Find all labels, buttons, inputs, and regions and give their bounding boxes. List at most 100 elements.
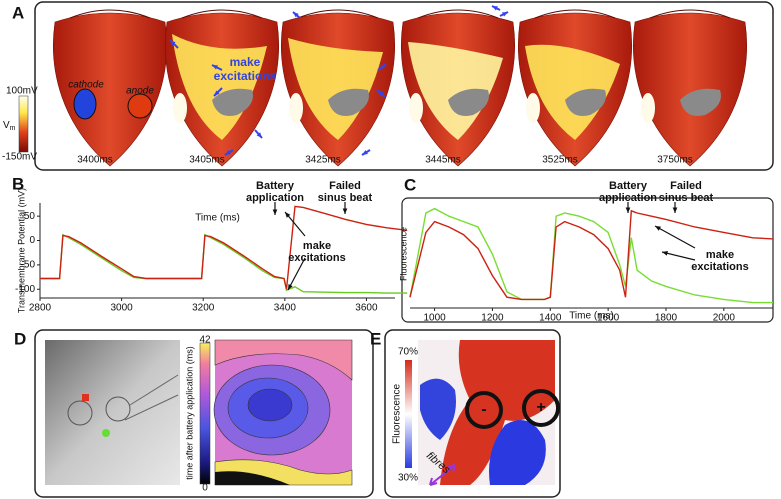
- excited-region: [172, 34, 267, 140]
- annotation-line: application: [599, 192, 657, 204]
- excited-region: [408, 42, 503, 140]
- hearts: [53, 9, 747, 167]
- cathode-label: cathode: [68, 80, 104, 91]
- fibre-arrow: [429, 464, 456, 486]
- contour: [215, 471, 290, 485]
- annotation: Battery application: [246, 180, 304, 204]
- hot-spot: [526, 93, 540, 123]
- photo: [45, 340, 180, 485]
- annotation-line: make: [230, 55, 261, 69]
- colorbar-min: -150mV: [2, 152, 37, 163]
- vm-colorbar: [18, 95, 29, 153]
- time-label: 3750ms: [657, 155, 693, 166]
- electrode-ring: [465, 391, 503, 429]
- cathode-sign: -: [481, 401, 486, 418]
- hot-spot: [289, 93, 303, 123]
- heart-rim: [297, 9, 379, 19]
- colorbar-max: 70%: [398, 347, 418, 358]
- series-line: [409, 209, 774, 301]
- arrow: [661, 251, 696, 261]
- y-tick-label: 0: [29, 235, 35, 246]
- wire: [124, 374, 179, 421]
- x-tick-label: 1200: [481, 313, 504, 324]
- panel-label: D: [14, 329, 26, 348]
- colorbar-label-main: V: [3, 120, 10, 131]
- electrode-outline: [67, 400, 93, 426]
- series-line: [40, 233, 408, 294]
- y-axis-label: Transmembrane Potential (mV): [16, 188, 26, 313]
- arrow-head: [492, 6, 498, 11]
- arrow-head: [672, 207, 678, 213]
- y-tick-label: 50: [24, 211, 36, 222]
- arrow-head: [225, 150, 231, 155]
- heart-rim: [649, 9, 731, 19]
- grey-region: [448, 88, 489, 116]
- annotation-line: excitations: [288, 252, 345, 264]
- x-axis-label: Time (ms): [569, 311, 614, 322]
- arrow-head: [256, 132, 262, 138]
- panel-label: E: [370, 329, 381, 348]
- panel-frame: [34, 1, 774, 171]
- time-label: 3400ms: [77, 155, 113, 166]
- electrode-ring: [522, 389, 560, 427]
- x-axis-label: Time (ms): [195, 213, 240, 224]
- arrow: [654, 225, 696, 249]
- arrow-head: [170, 40, 176, 46]
- colorbar-min: 30%: [398, 473, 418, 484]
- arrow-head: [502, 12, 508, 17]
- grey-region: [328, 88, 369, 116]
- y-axis-label: Fluorescence: [398, 227, 408, 281]
- arrow-head: [625, 207, 631, 213]
- excited-region: [525, 44, 620, 140]
- heart: [633, 12, 747, 167]
- arrow-head: [662, 251, 668, 256]
- time-label: 3425ms: [305, 155, 341, 166]
- panel-label: C: [404, 175, 416, 194]
- panel-frame: [384, 329, 561, 498]
- x-tick-label: 3000: [110, 303, 133, 314]
- annotation: Failed sinus beat: [659, 180, 714, 204]
- colorbar-label: time after battery application (ms): [184, 346, 194, 480]
- annotation-line: make: [706, 249, 734, 261]
- arrow-head: [285, 212, 291, 218]
- arrow-head: [379, 91, 385, 97]
- x-tick-label: 1000: [423, 313, 446, 324]
- panel-a: 100mV Vm -150mV cathode anode make excita…: [2, 1, 774, 171]
- cathode-electrode: [73, 88, 97, 120]
- anode-sign: +: [536, 399, 545, 416]
- colorbar-label-sub: m: [10, 125, 16, 132]
- annotation-line: application: [246, 192, 304, 204]
- heart-rim: [181, 9, 263, 19]
- annotation-line: Battery: [256, 180, 295, 192]
- panel-c: [401, 197, 774, 323]
- blue-region: [420, 378, 456, 440]
- x-tick-label: 3400: [274, 303, 297, 314]
- colorbar-label: Vm: [3, 120, 16, 132]
- annotation: make excitations: [691, 249, 748, 273]
- x-tick-label: 2000: [713, 313, 736, 324]
- arrow: [287, 257, 306, 291]
- colorbar-max: 100mV: [6, 86, 38, 97]
- fluorescence-colorbar: [405, 360, 412, 468]
- grey-region: [212, 88, 253, 116]
- time-colorbar: [199, 342, 211, 485]
- series-line: [409, 207, 773, 304]
- hot-spot: [409, 93, 423, 123]
- x-tick-label: 1600: [597, 313, 620, 324]
- x-tick-label: 3200: [192, 303, 215, 314]
- hot-spot: [641, 93, 655, 123]
- arrow-head: [655, 226, 661, 231]
- grey-region: [565, 88, 606, 116]
- arrow-head: [212, 65, 218, 70]
- annotation-line: excitations: [214, 69, 277, 83]
- anode-label: anode: [126, 86, 154, 97]
- heart-rim: [69, 9, 151, 19]
- time-label: 3445ms: [425, 155, 461, 166]
- panel-frame: [34, 329, 374, 498]
- arrow-head: [272, 209, 278, 215]
- annotation-line: sinus beat: [318, 192, 373, 204]
- panel-d: 42 0 time after battery application (ms): [34, 329, 374, 498]
- annotation-line: make: [303, 240, 331, 252]
- arrow-head: [288, 284, 293, 290]
